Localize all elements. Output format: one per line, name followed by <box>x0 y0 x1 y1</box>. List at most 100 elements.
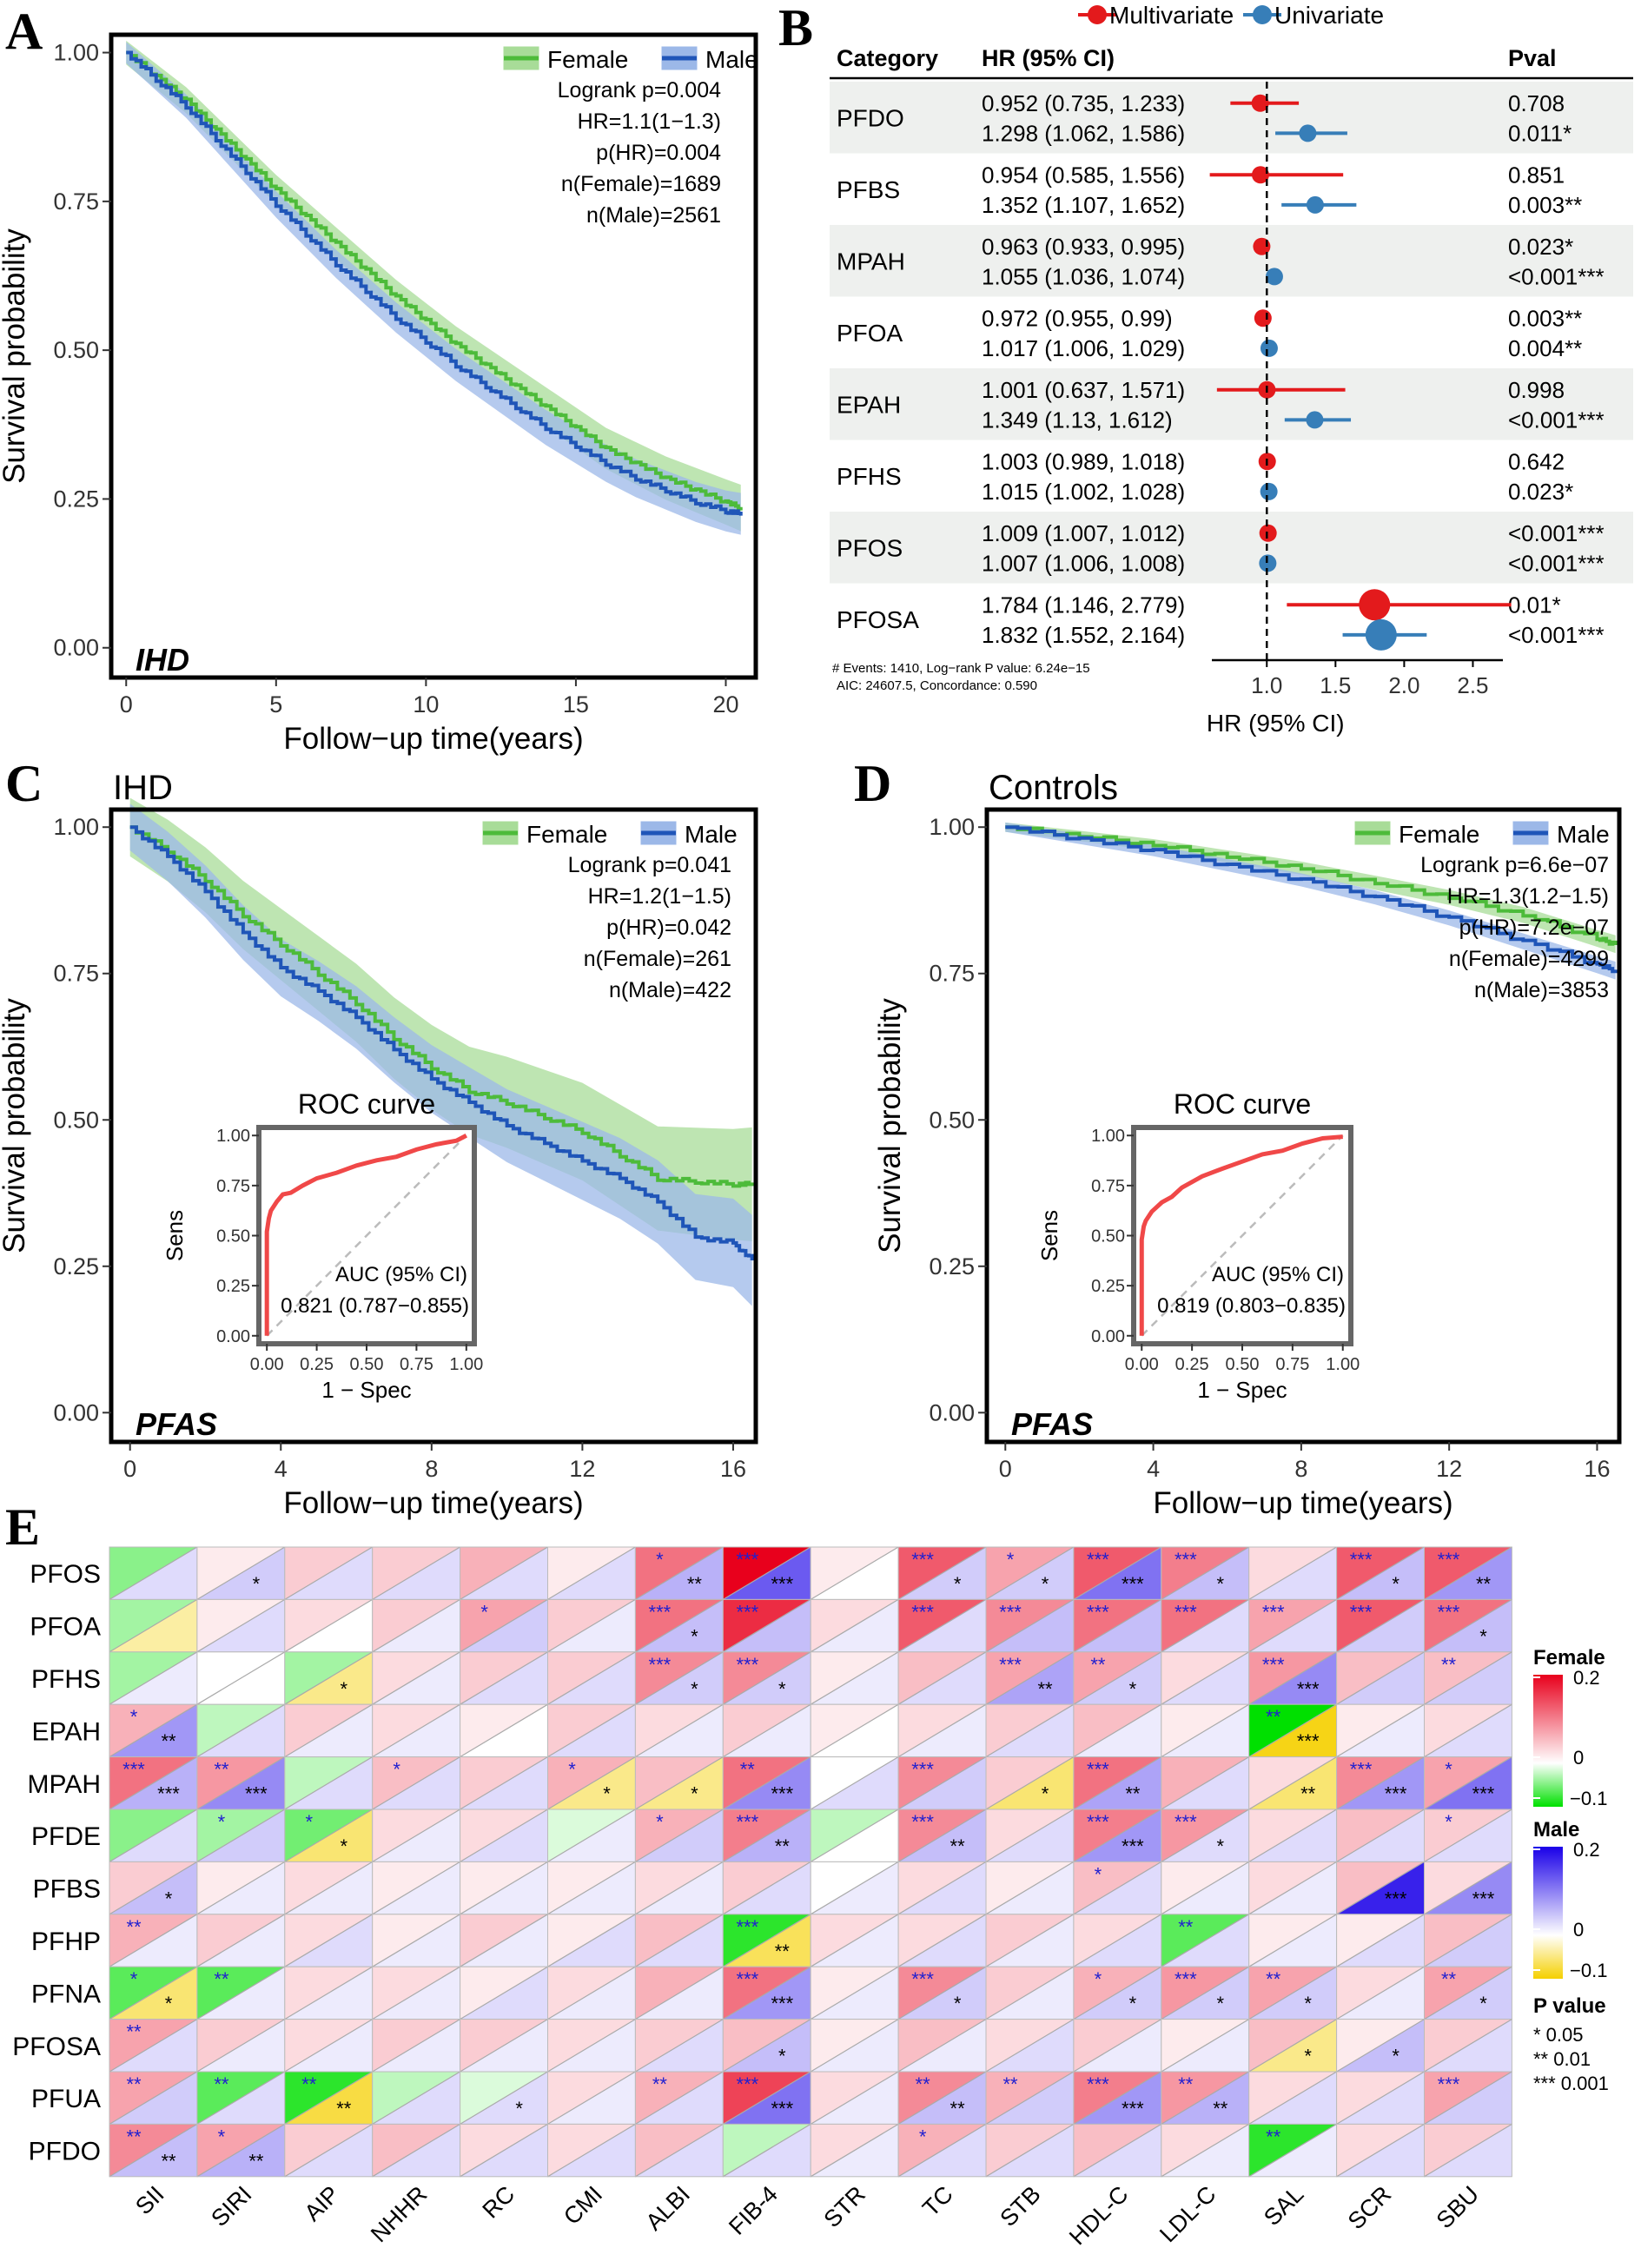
heatmap-sig-male: * <box>515 2098 523 2119</box>
forest-hr-uni: 1.055 (1.036, 1.074) <box>982 263 1185 289</box>
forest-header-hr: HR (95% CI) <box>982 45 1115 71</box>
heatmap-sig-female: * <box>1095 1968 1102 1990</box>
heatmap-sig-female: *** <box>1350 1759 1373 1781</box>
heatmap-sig-female: * <box>1445 1811 1452 1833</box>
forest-category: PFOA <box>837 320 903 347</box>
forest-x-tick-label: 2.0 <box>1388 672 1419 698</box>
heatmap-cell-diagonal <box>547 1756 636 1810</box>
forest-category: PFOS <box>837 534 903 561</box>
roc-curve <box>1139 1134 1343 1336</box>
heatmap-cell-diagonal <box>1336 2019 1425 2073</box>
heatmap-sig-female: * <box>130 1968 138 1990</box>
heatmap-cell-diagonal <box>109 2123 198 2178</box>
heatmap-sig-female: *** <box>911 1549 934 1570</box>
heatmap-sig-male: * <box>165 1993 173 2014</box>
forest-p-uni: 0.011* <box>1508 120 1572 146</box>
heatmap-cell-diagonal <box>1424 1756 1512 1810</box>
heatmap-row-label: PFOSA <box>12 2033 101 2061</box>
heatmap-sig-male: * <box>165 1888 173 1909</box>
x-axis-label: Follow−up time(years) <box>283 1486 583 1520</box>
forest-p-uni: 0.003** <box>1508 192 1582 218</box>
heatmap-cell-diagonal <box>722 1808 811 1862</box>
heatmap-cell-diagonal <box>1161 2019 1250 2073</box>
heatmap-cell-diagonal <box>810 1651 899 1705</box>
roc-x-tick-label: 0.25 <box>300 1355 334 1374</box>
heatmap-cell-diagonal <box>810 1546 899 1600</box>
forest-hr-uni: 1.298 (1.062, 1.586) <box>982 120 1185 146</box>
x-tick-label: 8 <box>1294 1456 1307 1482</box>
heatmap-cell-diagonal <box>1248 2019 1337 2073</box>
heatmap-cell-diagonal <box>635 2019 724 2073</box>
heatmap-cell-diagonal <box>635 2071 724 2125</box>
forest-point-uni <box>1259 554 1277 572</box>
corner-label: PFAS <box>136 1406 217 1442</box>
heatmap-sig-female: *** <box>649 1601 672 1623</box>
heatmap-sig-female: ** <box>740 1759 756 1781</box>
forest-p-multi: 0.023* <box>1508 234 1573 260</box>
heatmap-sig-female: *** <box>999 1654 1022 1676</box>
heatmap-sig-female: * <box>919 2126 927 2147</box>
roc-y-tick-label: 0.50 <box>1091 1227 1125 1246</box>
heatmap-cell-diagonal <box>1248 1598 1337 1653</box>
survival-curve-male <box>1005 825 1618 974</box>
roc-x-tick-label: 0.75 <box>400 1355 433 1374</box>
heatmap-sig-female: ** <box>214 1968 229 1990</box>
heatmap-sig-female: *** <box>1087 1549 1109 1570</box>
heatmap-cell-diagonal <box>460 1546 548 1600</box>
roc-x-tick-label: 0.00 <box>250 1355 284 1374</box>
heatmap-sig-female: *** <box>911 1968 934 1990</box>
heatmap-sig-female: ** <box>1266 1706 1281 1728</box>
heatmap-sig-male: *** <box>245 1783 268 1805</box>
heatmap-cell-diagonal <box>1161 2071 1250 2125</box>
legend-male-tick: −0.1 <box>1570 1960 1607 1981</box>
heatmap-sig-female: * <box>218 1811 226 1833</box>
legend-female-tick: −0.1 <box>1570 1788 1607 1809</box>
heatmap-cell-diagonal <box>897 1756 987 1810</box>
heatmap-sig-male: * <box>253 1573 261 1595</box>
heatmap-sig-female: * <box>480 1601 488 1623</box>
heatmap-sig-female: *** <box>1087 1759 1109 1781</box>
heatmap-cell-diagonal <box>460 2019 548 2073</box>
heatmap-cell-diagonal <box>196 1651 286 1705</box>
heatmap-cell-diagonal <box>1161 1966 1250 2020</box>
heatmap-sig-male: ** <box>248 2150 264 2172</box>
heatmap-cell-diagonal <box>1248 1861 1337 1915</box>
forest-x-tick-label: 1.0 <box>1251 672 1282 698</box>
heatmap-cell-diagonal <box>897 2123 987 2178</box>
heatmap-cell-diagonal <box>1073 2071 1162 2125</box>
heatmap-sig-female: *** <box>1438 1601 1460 1623</box>
heatmap-cell-diagonal <box>1336 1966 1425 2020</box>
ci-band-male <box>129 803 752 1306</box>
heatmap-sig-female: *** <box>1087 2073 1109 2095</box>
forest-x-tick-label: 2.5 <box>1457 672 1488 698</box>
heatmap-sig-male: * <box>778 2046 786 2067</box>
heatmap-cell-diagonal <box>284 1598 374 1653</box>
heatmap-sig-male: *** <box>1122 1835 1144 1857</box>
heatmap-sig-female: ** <box>214 2073 229 2095</box>
heatmap-sig-female: * <box>1445 1759 1452 1781</box>
heatmap-cell-diagonal <box>722 1861 811 1915</box>
heatmap-cell-diagonal <box>460 1808 548 1862</box>
roc-y-tick-label: 0.00 <box>216 1327 250 1346</box>
x-tick-label: 16 <box>720 1456 746 1482</box>
forest-hr-multi: 1.001 (0.637, 1.571) <box>982 377 1185 403</box>
x-tick-label: 12 <box>569 1456 595 1482</box>
legend-label-female: Female <box>547 46 628 73</box>
forest-point-multi <box>1251 94 1269 112</box>
forest-category: MPAH <box>837 248 905 274</box>
heatmap-sig-female: * <box>218 2126 226 2147</box>
heatmap-cell-diagonal <box>1161 1808 1250 1862</box>
heatmap-cell-diagonal <box>1336 1756 1425 1810</box>
forest-footnote: AIC: 24607.5, Concordance: 0.590 <box>837 678 1037 693</box>
stat-text: HR=1.2(1−1.5) <box>588 884 731 909</box>
heatmap-cell-diagonal <box>547 1651 636 1705</box>
roc-auc-value: 0.821 (0.787−0.855) <box>281 1294 469 1318</box>
heatmap-cell-diagonal <box>1424 2123 1512 2178</box>
heatmap-cell-diagonal <box>635 1756 724 1810</box>
heatmap-sig-female: * <box>1095 1863 1102 1885</box>
heatmap-cell-diagonal <box>897 1703 987 1758</box>
roc-x-tick-label: 0.00 <box>1125 1355 1159 1374</box>
roc-x-label: 1 − Spec <box>1197 1377 1287 1403</box>
heatmap-cell-diagonal <box>1424 1861 1512 1915</box>
stat-text: n(Male)=2561 <box>586 203 721 228</box>
